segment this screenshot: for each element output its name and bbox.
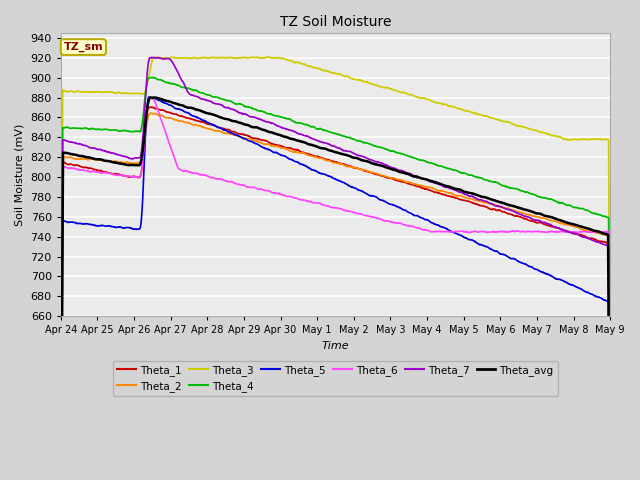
Title: TZ Soil Moisture: TZ Soil Moisture xyxy=(280,15,391,29)
X-axis label: Time: Time xyxy=(322,341,349,351)
Y-axis label: Soil Moisture (mV): Soil Moisture (mV) xyxy=(15,123,25,226)
Legend: Theta_1, Theta_2, Theta_3, Theta_4, Theta_5, Theta_6, Theta_7, Theta_avg: Theta_1, Theta_2, Theta_3, Theta_4, Thet… xyxy=(113,360,558,396)
Text: TZ_sm: TZ_sm xyxy=(63,42,103,52)
